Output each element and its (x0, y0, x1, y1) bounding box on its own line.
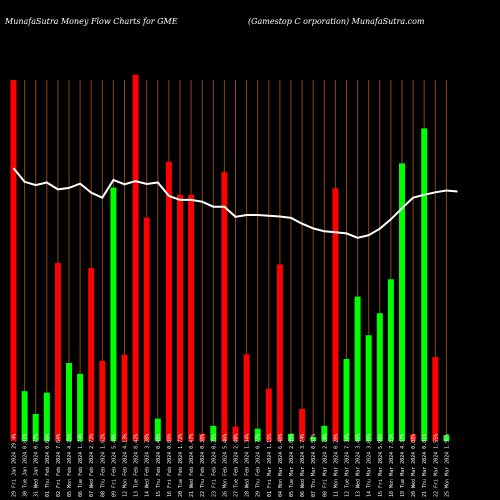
x-tick-label: 15 Thu Feb 2024 0.45% (156, 434, 162, 497)
x-tick-label: 02 Fri Feb 2024 7.64% (56, 434, 62, 497)
bar (143, 217, 150, 441)
x-tick-label: 28 Wed Feb 2024 1.34% (245, 434, 251, 497)
bar (210, 425, 217, 441)
x-tick-label: 12 Tue Mar 2024 7.34% (345, 434, 351, 497)
bar (443, 435, 450, 441)
bar (299, 408, 306, 441)
x-tick-label: 20 Wed Mar 2024 0.08% (411, 434, 417, 497)
bar (54, 263, 61, 441)
bar (21, 391, 28, 441)
x-tick-label: 29 Thu Feb 2024 0.77% (256, 434, 262, 497)
bar-series (10, 74, 450, 442)
x-tick-label: 01 Fri Mar 2024 1.15% (267, 434, 273, 497)
x-tick-label: 19 Tue Mar 2024 4.37% (400, 434, 406, 497)
bar (232, 426, 239, 441)
x-tick-label: 04 Mon Mar 2024 6.48% (278, 434, 284, 497)
x-tick-label: 08 Thu Feb 2024 1.62% (100, 434, 106, 497)
x-tick-label: 07 Wed Feb 2024 2.73% (89, 434, 95, 497)
bar (165, 161, 172, 441)
bar (32, 413, 39, 441)
x-tick-label: 18 Mon Mar 2024 7.83% (389, 434, 395, 497)
bar (399, 163, 405, 442)
bar (221, 172, 228, 441)
x-tick-label: 22 Thu Feb 2024 0.38% (200, 434, 206, 497)
bar (365, 335, 372, 441)
bar (188, 194, 195, 441)
bar (410, 434, 417, 441)
bar (43, 392, 50, 441)
x-tick-label: 13 Tue Feb 2024 8.42% (134, 434, 140, 497)
bar (343, 359, 350, 441)
x-tick-label: 27 Tue Feb 2024 2.40% (234, 434, 240, 497)
x-tick-label: 15 Fri Mar 2024 5.96% (378, 434, 384, 497)
bar (66, 363, 72, 441)
x-tick-label: 31 Wed Jan 2024 0.77% (34, 434, 40, 497)
x-tick-label: 21 Thu Mar 2024 0.81% (422, 434, 428, 497)
bar (421, 128, 428, 441)
bar (276, 264, 283, 441)
bar (243, 354, 250, 441)
bar (110, 187, 117, 441)
x-tick-label: 20 Tue Feb 2024 1.72% (178, 434, 184, 497)
x-tick-label: 30 Tue Jan 2024 0.81% (23, 434, 29, 497)
bar (199, 433, 206, 441)
x-tick-label: 11 Mon Mar 2024 0.28% (333, 434, 339, 497)
bar (99, 360, 106, 441)
x-tick-label: 25 Mon Mar 2024 1.96% (444, 434, 450, 497)
bar (88, 268, 95, 441)
x-tick-label: 01 Thu Feb 2024 0.66% (45, 434, 51, 497)
bar (132, 74, 139, 442)
x-tick-label: 21 Wed Feb 2024 0.47% (189, 434, 195, 497)
bar (387, 279, 394, 441)
bar (354, 296, 361, 441)
bar (265, 388, 272, 441)
bar (310, 437, 317, 441)
bar (332, 188, 339, 441)
x-tick-label: 13 Wed Mar 2024 3.46% (356, 434, 362, 497)
x-tick-label: 08 Fri Mar 2024 2.10% (322, 434, 328, 497)
x-tick-label: 23 Fri Feb 2024 0.25% (211, 434, 217, 497)
bar (376, 313, 383, 441)
x-tick-label: 29 Fri Jan 2024 29.4% (12, 434, 18, 497)
bar (288, 433, 294, 441)
x-tick-label: 06 Tue Feb 2024 1.74% (78, 434, 84, 497)
bar (254, 428, 261, 441)
x-tick-labels: 29 Fri Jan 2024 29.4% 30 Tue Jan 2024 0.8… (12, 434, 451, 497)
money-flow-line (12, 167, 458, 239)
bar (177, 194, 183, 441)
bar (432, 356, 439, 441)
x-tick-label: 05 Mon Feb 2024 4.25% (67, 434, 73, 497)
x-tick-label: 12 Mon Feb 2024 4.13% (123, 434, 129, 497)
x-tick-label: 05 Tue Mar 2024 2.09% (289, 434, 295, 497)
x-tick-label: 07 Thu Mar 2024 0.57% (311, 434, 317, 497)
x-tick-label: 06 Wed Mar 2024 3.74% (300, 434, 306, 497)
chart-title: MunafaSutra Money Flow Charts for GME (5, 17, 178, 26)
x-tick-label: 22 Fri Mar 2024 1.55% (433, 434, 439, 497)
bar (321, 425, 328, 441)
x-tick-label: 14 Wed Feb 2024 3.28% (145, 434, 151, 497)
x-tick-label: 26 Mon Feb 2024 5.46% (222, 434, 228, 497)
x-tick-label: 16 Fri Feb 2024 0.89% (167, 434, 173, 497)
bar (10, 80, 17, 441)
bar (154, 418, 161, 441)
bar (121, 354, 128, 441)
x-tick-label: 09 Fri Feb 2024 5.49% (111, 434, 117, 497)
x-tick-label: 14 Thu Mar 2024 3.09% (367, 434, 373, 497)
chart-subtitle: (Gamestop C orporation) MunafaSutra.com (248, 17, 425, 26)
bar (77, 373, 84, 441)
